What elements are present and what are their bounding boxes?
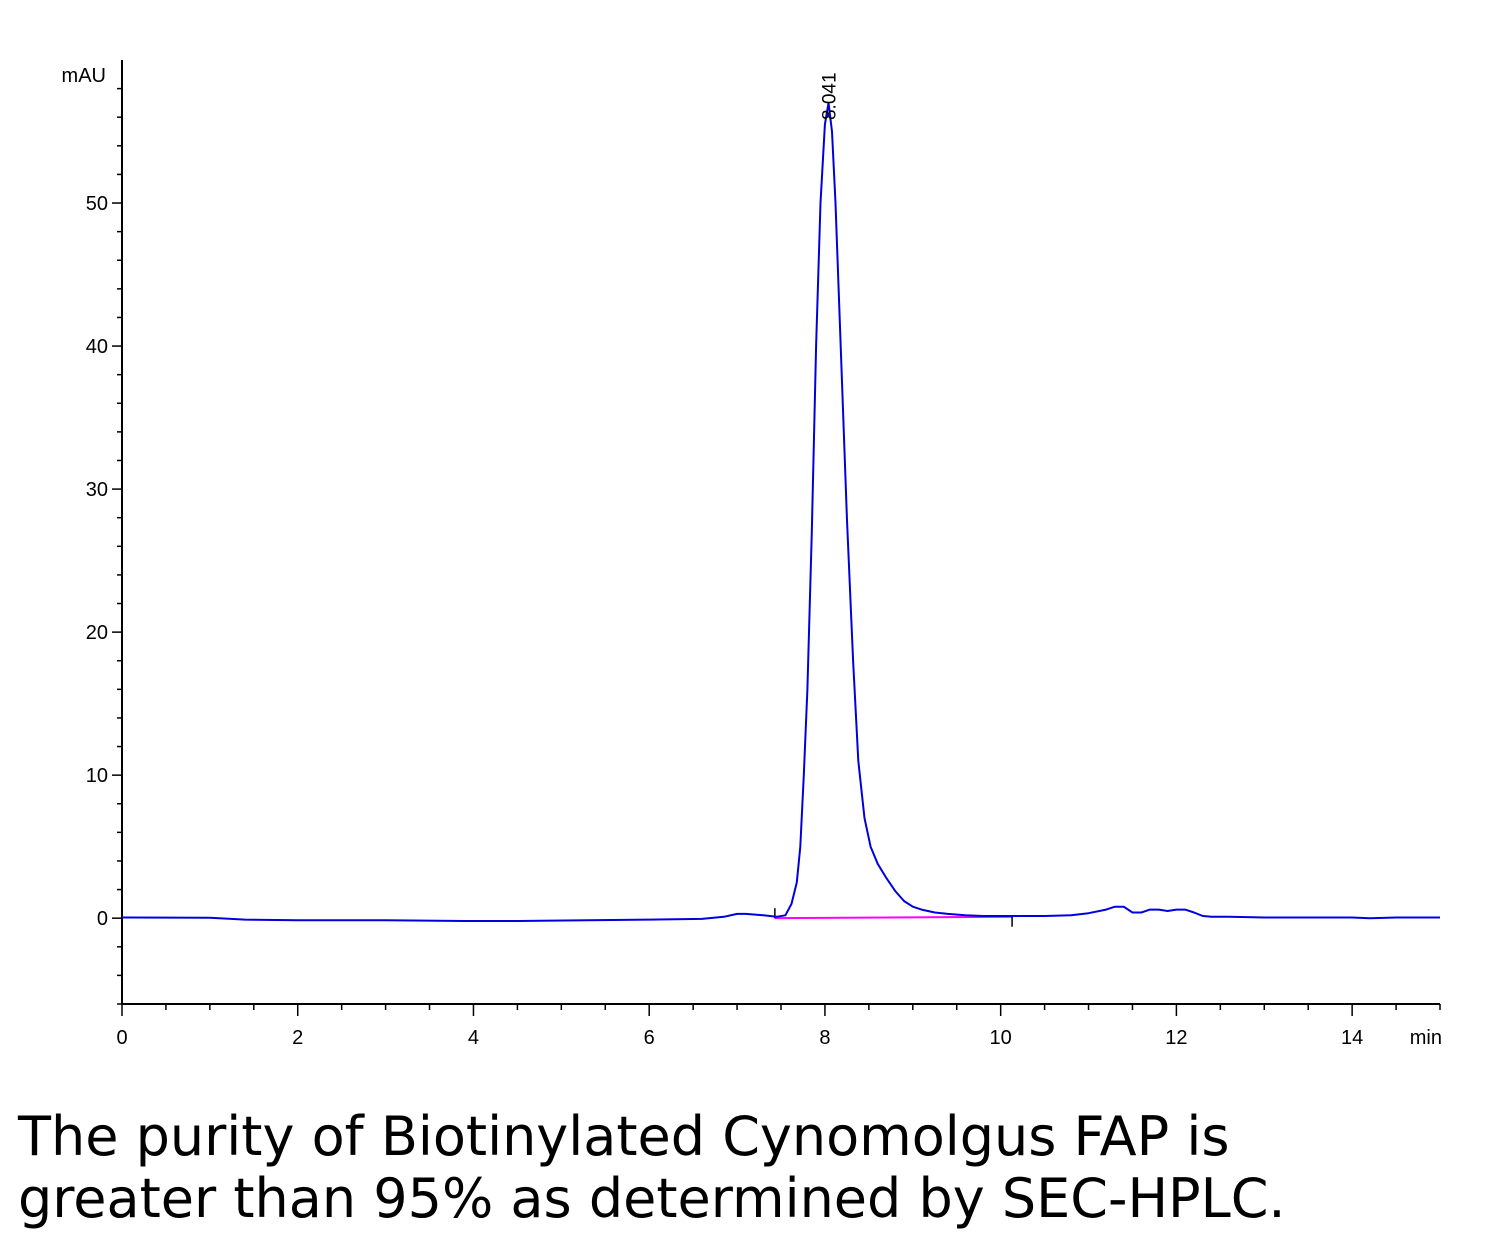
x-tick-label: 10: [990, 1027, 1012, 1049]
x-tick-label: 4: [468, 1027, 479, 1049]
x-tick-label: 6: [644, 1027, 655, 1049]
peak-label: 8.041: [820, 72, 841, 120]
y-tick-label: 10: [86, 765, 108, 787]
x-tick-label: 0: [116, 1027, 127, 1049]
integration-baseline: [774, 915, 1013, 920]
chromatogram-chart: 0 10 20 30 40 50 0 2 4 6 8 10 12 14 mAU min 8.041: [62, 60, 1442, 1049]
x-axis-unit: min: [1410, 1027, 1442, 1049]
x-tick-label: 2: [292, 1027, 303, 1049]
y-axis-unit: mAU: [62, 65, 106, 87]
y-tick-label: 40: [86, 336, 108, 358]
series-line-0: [121, 101, 1440, 922]
x-tick-label: 12: [1165, 1027, 1187, 1049]
y-tick-label: 20: [86, 622, 108, 644]
chart-svg: 0 10 20 30 40 50 0 2 4 6 8 10 12 14 mAU min 8.041: [62, 60, 1442, 1049]
caption-line-2: greater than 95% as determined by SEC-HP…: [18, 1167, 1286, 1230]
y-tick-label: 0: [97, 908, 108, 930]
y-tick-label: 30: [86, 479, 108, 501]
x-tick-label: 8: [819, 1027, 830, 1049]
caption-line-1: The purity of Biotinylated Cynomolgus FA…: [18, 1105, 1230, 1168]
caption: The purity of Biotinylated Cynomolgus FA…: [18, 1106, 1478, 1230]
x-tick-label: 14: [1341, 1027, 1363, 1049]
y-tick-label: 50: [86, 193, 108, 215]
